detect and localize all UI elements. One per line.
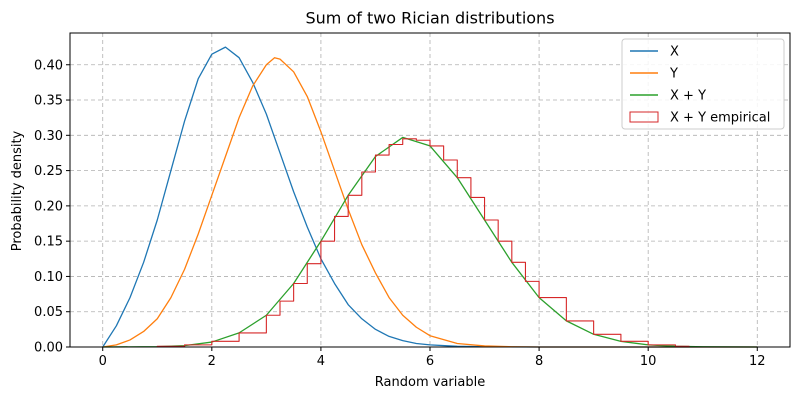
legend: XY X + Y X + Y empirical — [621, 38, 785, 130]
y-tick-label: 0.05 — [34, 305, 63, 320]
legend-label: X — [670, 45, 679, 60]
legend-label: X + Y empirical — [670, 111, 770, 126]
legend-label: X + Y — [670, 89, 706, 104]
y-tick-label: 0.00 — [34, 341, 63, 356]
x-tick-label: 2 — [208, 354, 216, 369]
series-line-y — [102, 57, 758, 348]
y-axis-label: Probability density — [10, 130, 25, 251]
x-tick-label: 0 — [99, 354, 107, 369]
y-tick-label: 0.20 — [34, 199, 63, 214]
legend-label: Y — [669, 67, 678, 82]
y-tick-label: 0.35 — [34, 94, 63, 109]
x-axis-label: Random variable — [375, 375, 485, 390]
series-layer — [102, 46, 758, 348]
chart-title: Sum of two Rician distributions — [305, 9, 554, 28]
y-tick-label: 0.30 — [34, 129, 63, 144]
x-tick-label: 4 — [317, 354, 325, 369]
legend-box — [621, 38, 785, 130]
series-line-x — [102, 46, 758, 348]
y-tick-label: 0.25 — [34, 164, 63, 179]
y-tick-label: 0.40 — [34, 58, 63, 73]
y-tick-label: 0.15 — [34, 235, 63, 250]
legend-swatch — [629, 111, 659, 123]
y-tick-label: 0.10 — [34, 270, 63, 285]
series-line-x-y-empirical — [156, 138, 690, 347]
x-tick-label: 12 — [749, 354, 766, 369]
x-tick-label: 10 — [640, 354, 657, 369]
x-tick-label: 8 — [535, 354, 543, 369]
axes: 0 2 4 6 8 10 12 0.00 0.05 0.10 0.15 0.20 0.25 0.30 0.3… — [34, 58, 765, 369]
x-tick-label: 6 — [426, 354, 434, 369]
